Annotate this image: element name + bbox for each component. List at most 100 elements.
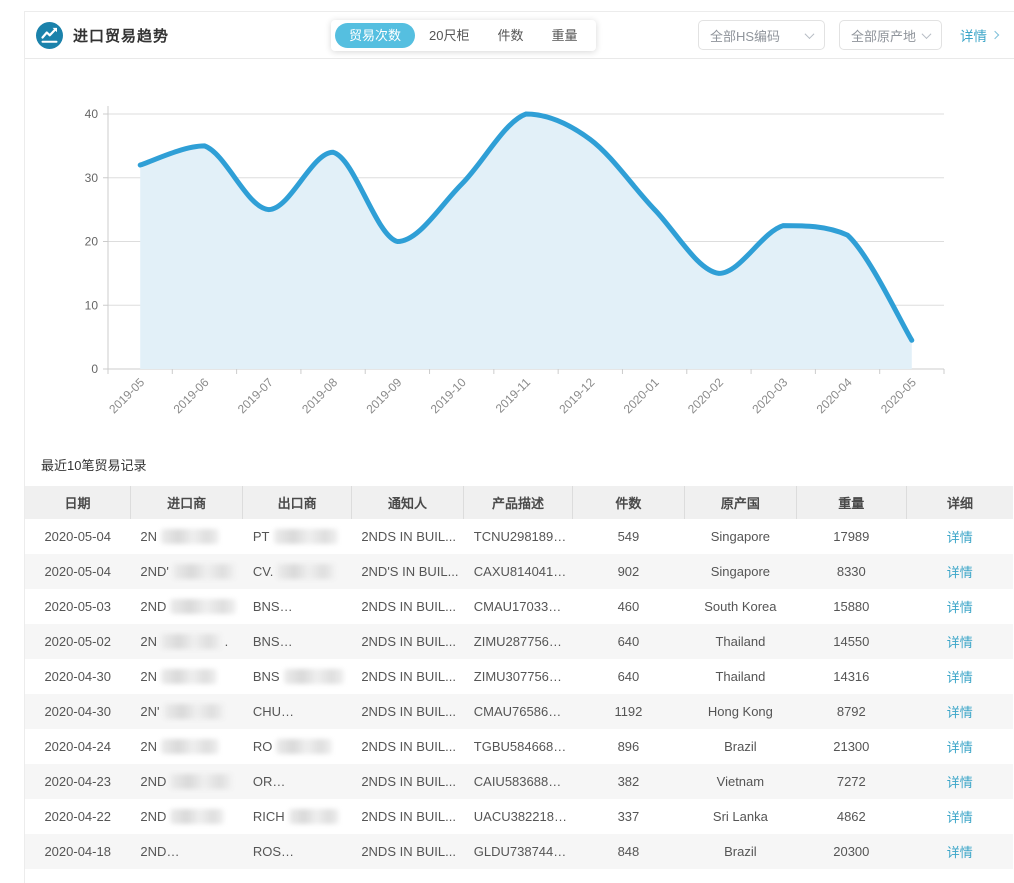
area-chart-svg: 0 10 20 30 40 2019-05 2019-06 2019-07 2019-08 201… [85, 106, 945, 416]
cell-detail: 详情 [907, 764, 1013, 799]
cell-origin-country: Thailand [715, 634, 766, 649]
cell-quantity: 902 [617, 564, 640, 579]
tab-2[interactable]: 件数 [497, 27, 524, 43]
hs-code-filter[interactable]: 全部HS编码 [697, 20, 825, 50]
trade-records-table: 日期 进口商 出口商 通知人 产品描述 件数 原产国 重量 详细 2020-05-04 2N PT 2… [25, 486, 1013, 869]
cell-origin-country: Sri Lanka [712, 809, 768, 824]
y-tick-label: 0 [91, 362, 98, 376]
detail-link[interactable]: 详情 [946, 530, 973, 545]
cell-quantity: 848 [617, 844, 640, 859]
cell-notify-party: 2NDS IN BUIL... [361, 599, 456, 614]
detail-link[interactable]: 详情 [946, 775, 973, 790]
cell-exporter: CHU [243, 694, 352, 729]
cell-importer: 2ND [130, 589, 242, 624]
redacted-exporter-blob [285, 844, 350, 859]
table-row: 2020-05-03 2ND BNS 2NDS IN BUIL... CMAU17033… [25, 589, 1013, 624]
cell-weight: 8330 [836, 564, 866, 579]
cell-exporter: BNS [243, 659, 351, 694]
cell-weight: 17989 [833, 529, 870, 544]
cell-importer: 2N . [140, 634, 229, 649]
cell-exporter: BNS [243, 624, 351, 659]
cell-importer: 2ND . [130, 834, 243, 869]
y-tick-label: 40 [85, 107, 99, 121]
cell-exporter: RO [243, 729, 351, 764]
x-tick-label: 2019-11 [493, 375, 534, 416]
redacted-importer-blob [161, 529, 220, 544]
detail-link[interactable]: 详情 [946, 740, 973, 755]
redacted-importer-blob [170, 774, 233, 789]
redacted-exporter-blob [283, 634, 350, 649]
table-row: 2020-04-18 2ND .ROS 2NDS IN BUIL... GLDU738… [25, 834, 1013, 869]
origin-filter[interactable]: 全部原产地 [838, 20, 942, 50]
cell-exporter: RICH [243, 799, 351, 834]
detail-link[interactable]: 详情 [946, 810, 973, 825]
cell-product-description: CAIU5836886:... [473, 774, 570, 789]
x-tick-label: 2019-12 [556, 375, 597, 416]
cell-detail: 详情 [907, 834, 1013, 869]
cell-weight: 15880 [833, 599, 870, 614]
cell-importer: 2ND' [130, 554, 242, 589]
filter-selected-value: 全部原产地 [850, 28, 916, 44]
redacted-importer-blob [170, 844, 237, 859]
table-row: 2020-05-02 2N . BNS 2NDS IN BUIL... ZIMU2877… [25, 624, 1013, 659]
table-row: 2020-05-04 2ND' CV. 2ND'S IN BUIL... CAXU814… [25, 554, 1013, 589]
cell-date: 2020-05-03 [44, 599, 111, 614]
header-detail-link[interactable]: 详情 [960, 25, 1000, 45]
trend-chart: 0 10 20 30 40 2019-05 2019-06 2019-07 2019-08 201… [25, 59, 1014, 434]
detail-link[interactable]: 详情 [946, 600, 973, 615]
tab-0[interactable]: 贸易次数 [335, 22, 416, 48]
cell-notify-party: 2NDS IN BUIL... [361, 669, 456, 684]
tab-3[interactable]: 重量 [551, 27, 578, 43]
cell-origin-country: Brazil [724, 844, 757, 859]
tab-group: 贸易次数 20尺柜 件数 重量 [331, 19, 596, 51]
detail-link[interactable]: 详情 [946, 705, 973, 720]
cell-date: 2020-04-30 [44, 669, 111, 684]
detail-link[interactable]: 详情 [946, 635, 973, 650]
y-tick-label: 10 [85, 298, 99, 312]
x-tick-label: 2019-05 [106, 375, 147, 416]
redacted-exporter-blob [283, 669, 344, 684]
detail-link[interactable]: 详情 [946, 845, 973, 860]
table-section-title: 最近10笔贸易记录 [41, 458, 147, 473]
table-row: 2020-05-04 2N PT 2NDS IN BUIL... TCNU2981890… [25, 519, 1013, 554]
y-tick-label: 30 [85, 171, 99, 185]
column-header-7: 重量 [796, 486, 908, 519]
cell-date: 2020-04-23 [44, 774, 111, 789]
table-row: 2020-04-22 2ND RICH 2NDS IN BUIL... UACU3822… [25, 799, 1013, 834]
tab-1[interactable]: 20尺柜 [429, 27, 470, 43]
cell-exporter: BNS [243, 589, 352, 624]
cell-origin-country: South Korea [704, 599, 777, 614]
cell-product-description: TCNU2981890... [473, 529, 572, 544]
x-tick-label: 2020-02 [685, 375, 726, 416]
cell-product-description: ZIMU2877560:... [473, 634, 571, 649]
cell-origin-country: Singapore [710, 564, 771, 579]
cell-origin-country: Brazil [724, 739, 757, 754]
cell-detail: 详情 [907, 554, 1013, 589]
cell-exporter: ROS [243, 834, 351, 869]
cell-weight: 7272 [836, 774, 866, 789]
redacted-importer-blob [170, 809, 225, 824]
cell-weight: 14550 [833, 634, 870, 649]
chevron-down-icon [804, 28, 815, 39]
filter-group: 全部HS编码 全部原产地 [697, 20, 942, 50]
cell-importer: 2N' [130, 694, 242, 729]
cell-exporter: OR [243, 764, 351, 799]
x-tick-label: 2019-09 [363, 375, 404, 416]
trade-trend-card: 进口贸易趋势 贸易次数 20尺柜 件数 重量 全部HS编码 全部原产地 详情 0 10 20… [24, 11, 1014, 883]
column-header-2: 出口商 [242, 486, 352, 519]
table-row: 2020-04-30 2N BNS 2NDS IN BUIL... ZIMU307756… [25, 659, 1013, 694]
cell-origin-country: Vietnam [716, 774, 765, 789]
cell-notify-party: 2NDS IN BUIL... [361, 704, 456, 719]
x-tick-label: 2019-07 [235, 375, 276, 416]
x-tick-label: 2020-04 [814, 375, 855, 416]
column-header-6: 原产国 [684, 486, 797, 519]
table-row: 2020-04-23 2ND OR 2NDS IN BUIL... CAIU583688… [25, 764, 1013, 799]
cell-product-description: CMAU7658641... [473, 704, 573, 719]
cell-weight: 4862 [836, 809, 866, 824]
detail-link[interactable]: 详情 [946, 670, 973, 685]
cell-date: 2020-04-22 [44, 809, 111, 824]
cell-date: 2020-05-02 [44, 634, 111, 649]
column-header-8: 详细 [906, 486, 1013, 519]
redacted-exporter-blob [277, 564, 336, 579]
detail-link[interactable]: 详情 [946, 565, 973, 580]
